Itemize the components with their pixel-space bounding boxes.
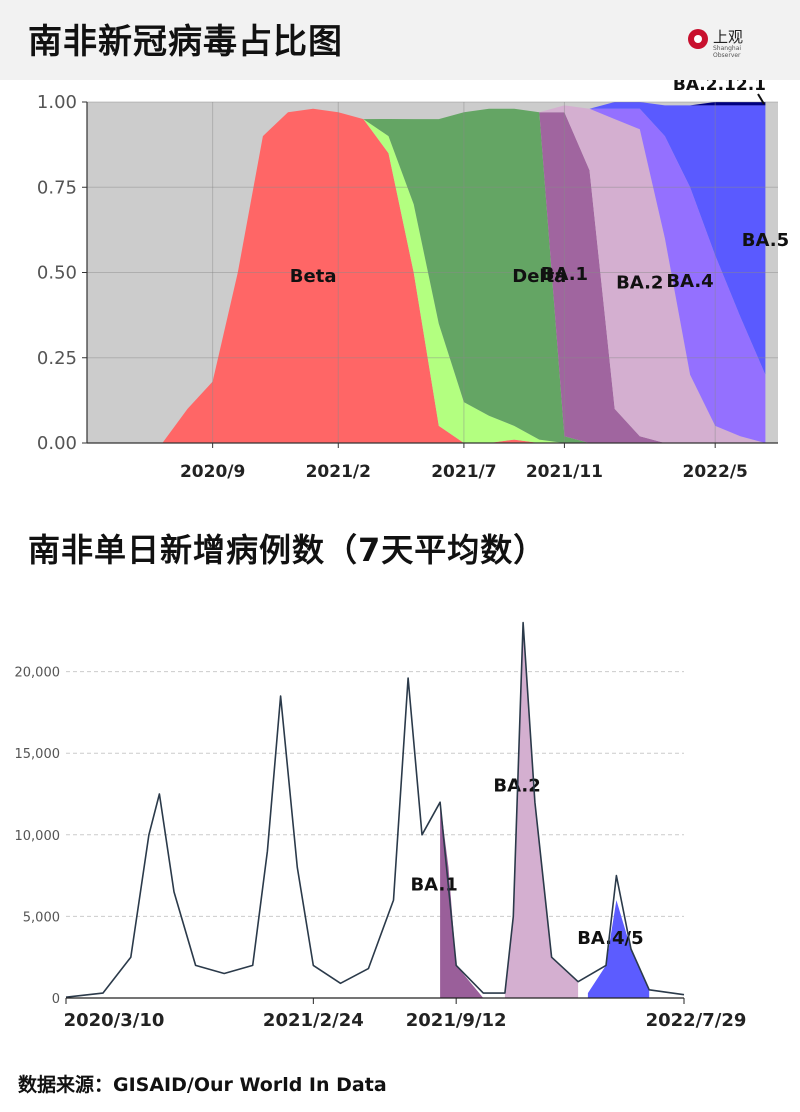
area-ba-2 bbox=[87, 105, 766, 444]
cases-line bbox=[65, 621, 685, 998]
y-tick-label: 5,000 bbox=[23, 910, 60, 925]
y-tick-label: 20,000 bbox=[15, 666, 61, 681]
y-tick-label: 0.00 bbox=[37, 433, 77, 454]
area-ba-2 bbox=[504, 622, 579, 998]
x-tick-label: 2021/2/24 bbox=[263, 1010, 364, 1031]
x-tick-label: 2021/7 bbox=[431, 462, 496, 482]
logo-subtitle: Shanghai Observer bbox=[713, 45, 742, 59]
variant-label: BA.4/5 bbox=[577, 928, 643, 949]
y-tick-label: 15,000 bbox=[15, 747, 61, 762]
series-label: BA.2 bbox=[616, 273, 663, 294]
y-tick-label: 1.00 bbox=[37, 92, 77, 113]
y-tick-label: 10,000 bbox=[15, 829, 61, 844]
x-tick-label: 2020/9 bbox=[180, 462, 245, 482]
area-other-1 bbox=[87, 108, 766, 444]
data-source: 数据来源：GISAID/Our World In Data bbox=[18, 1074, 387, 1096]
daily-cases-chart: 05,00010,00015,00020,000BA.1BA.2BA.4/520… bbox=[15, 621, 747, 1031]
series-label: BA.2.12.1 bbox=[673, 80, 766, 95]
y-tick-label: 0.75 bbox=[37, 177, 77, 198]
series-label: Beta bbox=[290, 266, 337, 287]
x-tick-label: 2020/3/10 bbox=[64, 1010, 165, 1031]
y-tick-label: 0.25 bbox=[37, 348, 77, 369]
section-title: 南非单日新增病例数（7天平均数） bbox=[28, 531, 547, 569]
area-ba-4-5 bbox=[587, 900, 650, 998]
callout-line bbox=[757, 93, 765, 105]
series-label: BA.4 bbox=[666, 271, 713, 292]
variant-share-chart: 0.00 0.25 0.50 0.75 1.00 2020/9 2021/2 2021/7 20… bbox=[37, 80, 789, 482]
x-tick-label: 2021/11 bbox=[526, 462, 603, 482]
x-tick-label: 2022/7/29 bbox=[646, 1010, 747, 1031]
area-beta bbox=[87, 108, 766, 444]
title-bar bbox=[0, 0, 800, 80]
logo-name: 上观 bbox=[713, 28, 744, 46]
area-delta bbox=[87, 108, 766, 444]
series-label: BA.1 bbox=[541, 264, 588, 285]
y-tick-label: 0.50 bbox=[37, 263, 77, 284]
page-title: 南非新冠病毒占比图 bbox=[28, 22, 343, 62]
logo-icon bbox=[688, 29, 708, 49]
y-tick-label: 0 bbox=[52, 992, 60, 1007]
x-tick-label: 2022/5 bbox=[683, 462, 748, 482]
area-ba-5 bbox=[87, 102, 766, 443]
series-label: BA.5 bbox=[742, 230, 789, 251]
area-ba-1 bbox=[87, 108, 766, 444]
area-ba-1 bbox=[440, 802, 484, 998]
series-label: Delta bbox=[512, 266, 566, 287]
logo: 上观 Shanghai Observer bbox=[688, 26, 758, 59]
variant-label: BA.1 bbox=[410, 874, 457, 895]
x-tick-label: 2021/9/12 bbox=[406, 1010, 507, 1031]
x-tick-label: 2021/2 bbox=[306, 462, 371, 482]
